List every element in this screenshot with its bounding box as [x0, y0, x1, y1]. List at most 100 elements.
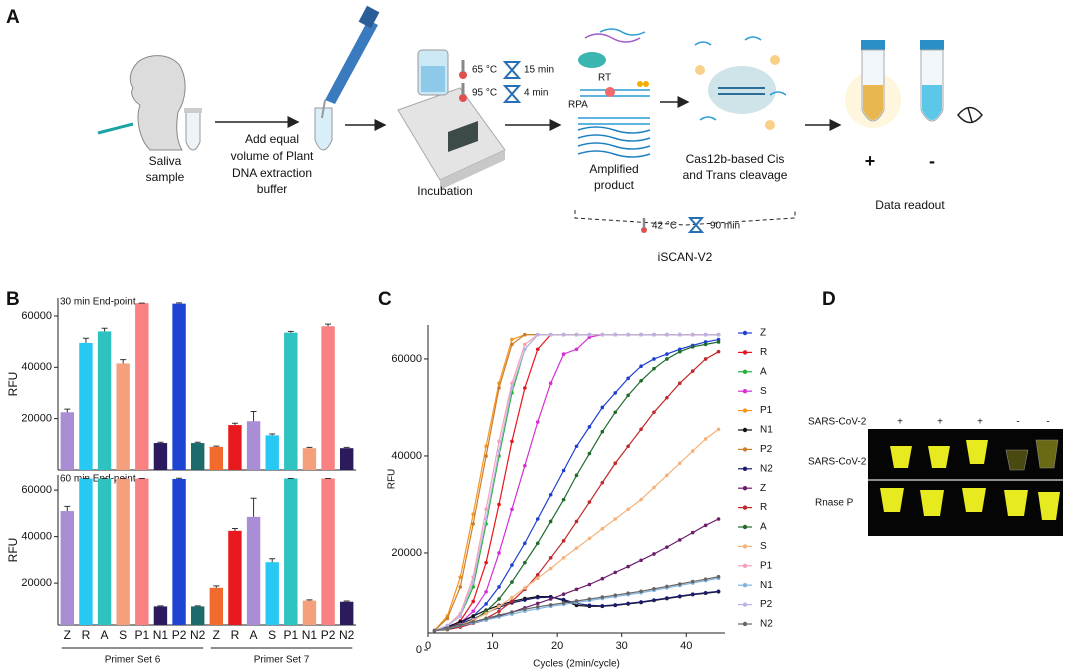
- point: [626, 507, 630, 512]
- point: [523, 541, 527, 546]
- bar: [228, 530, 242, 625]
- point: [548, 519, 553, 524]
- point: [652, 332, 656, 337]
- bar: [228, 425, 242, 470]
- point: [574, 587, 579, 592]
- hourglass-icon: [502, 61, 522, 79]
- y-tick-label: 20000: [391, 547, 422, 559]
- series: [432, 332, 721, 633]
- legend-label: Z: [760, 328, 766, 339]
- bracket: [574, 210, 796, 226]
- point: [703, 357, 708, 361]
- point: [548, 566, 553, 571]
- x-axis-label: Cycles (2min/cycle): [533, 659, 620, 670]
- point: [613, 593, 618, 597]
- point: [561, 497, 566, 502]
- error-bar: [157, 441, 164, 444]
- point: [613, 603, 618, 607]
- point: [561, 597, 566, 602]
- line: [434, 338, 719, 632]
- y-axis-label: RFU: [387, 469, 398, 490]
- series: [432, 332, 721, 633]
- y-tick-label: 60000: [21, 310, 52, 322]
- point: [600, 595, 605, 599]
- point: [703, 332, 708, 337]
- point: [639, 378, 643, 383]
- readout-sign: -: [929, 151, 935, 171]
- point: [626, 332, 630, 337]
- tube-row: [880, 439, 1060, 520]
- point: [458, 575, 463, 580]
- temperature: 95 °C: [472, 88, 497, 99]
- point: [626, 444, 630, 449]
- temperature: 65 °C: [472, 65, 497, 76]
- bar: [265, 562, 279, 625]
- point: [561, 352, 566, 356]
- error-bar: [231, 422, 238, 426]
- point: [523, 560, 527, 565]
- series: [432, 589, 721, 633]
- x-tick-label: 40: [680, 640, 692, 652]
- point: [574, 519, 579, 524]
- bar: [60, 412, 75, 470]
- pipette-tube: [314, 5, 380, 151]
- readout-sign: +: [865, 151, 876, 171]
- point: [600, 332, 605, 337]
- point: [639, 600, 643, 604]
- bar: [172, 478, 186, 625]
- sample-sign: +: [977, 417, 983, 428]
- row-label: Rnase P: [815, 498, 854, 509]
- legend-label: P1: [760, 405, 773, 416]
- error-bar: [287, 330, 294, 333]
- point: [510, 580, 514, 584]
- point: [587, 603, 592, 608]
- person-icon: [97, 55, 186, 151]
- error-bar: [213, 445, 220, 447]
- step-label: and Trans cleavage: [683, 168, 788, 182]
- point: [587, 451, 592, 456]
- point: [587, 536, 592, 541]
- saliva-tube: [184, 108, 202, 151]
- point: [690, 449, 695, 453]
- hourglass-icon: [687, 217, 705, 233]
- point: [665, 332, 669, 337]
- point: [523, 607, 527, 612]
- bar: [60, 511, 75, 625]
- error-bar: [306, 446, 313, 449]
- bar: [246, 421, 261, 470]
- series: [432, 332, 721, 633]
- readout-tubes: [845, 40, 983, 128]
- point: [445, 616, 450, 621]
- legend-marker: [742, 389, 748, 394]
- bar: [339, 601, 354, 625]
- point: [535, 541, 540, 546]
- point: [665, 352, 669, 356]
- panel-a: A Saliva sample Add equal volume of Plan…: [6, 5, 983, 264]
- point: [678, 461, 682, 466]
- point: [574, 332, 579, 337]
- point: [484, 589, 488, 594]
- point: [471, 522, 475, 526]
- y-tick-label: 0: [416, 644, 422, 656]
- error-bar: [269, 433, 276, 436]
- incubator: [397, 49, 506, 190]
- point: [652, 410, 656, 415]
- thermometer-icon: [459, 94, 467, 102]
- error-bar: [269, 558, 276, 563]
- point: [639, 364, 643, 369]
- step-label: DNA extraction: [232, 166, 312, 180]
- point: [535, 572, 540, 577]
- legend-label: S: [760, 386, 767, 397]
- point: [497, 609, 501, 613]
- bar: [135, 478, 149, 625]
- point: [471, 599, 475, 604]
- legend-marker: [742, 563, 748, 568]
- point: [535, 605, 540, 609]
- dna-amplification: [577, 28, 651, 158]
- point: [574, 599, 579, 603]
- thermometer-icon: [459, 71, 467, 79]
- point: [639, 558, 643, 563]
- point: [678, 381, 682, 386]
- point: [523, 463, 527, 468]
- point: [600, 480, 605, 485]
